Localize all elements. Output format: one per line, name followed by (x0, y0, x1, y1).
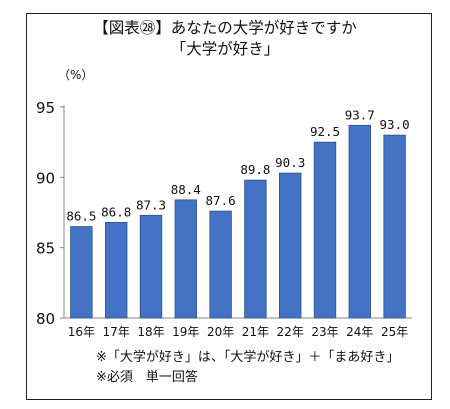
x-tick-label: 25年 (381, 325, 408, 339)
bar-value-label: 86.8 (101, 204, 131, 219)
x-tick-label: 16年 (68, 325, 95, 339)
bar-value-label: 87.6 (206, 193, 236, 208)
bar (383, 134, 406, 319)
bar (209, 210, 232, 319)
bar-value-label: 86.5 (66, 209, 96, 224)
bar (174, 199, 197, 319)
bar (244, 179, 267, 319)
chart-title: 【図表㉘】あなたの大学が好きですか (93, 19, 357, 37)
x-tick-label: 24年 (346, 325, 373, 339)
bar (279, 172, 302, 319)
chart-subtitle: 「大学が好き」 (170, 40, 280, 58)
note-line-1: ※「大学が好き」は、「大学が好き」＋「まあ好き」 (96, 350, 400, 365)
note-line-2: ※必須 単一回答 (96, 370, 198, 385)
x-tick-label: 18年 (137, 325, 164, 339)
x-tick-label: 20年 (207, 325, 234, 339)
y-tick-label: 85 (36, 240, 55, 258)
y-tick-label: 95 (36, 99, 55, 117)
bar (70, 226, 93, 319)
bar-value-label: 92.5 (310, 124, 340, 139)
x-tick-label: 23年 (311, 325, 338, 339)
bar (348, 124, 371, 319)
bar-value-label: 90.3 (275, 155, 305, 170)
bar-value-label: 93.7 (345, 107, 375, 122)
bar-value-label: 93.0 (380, 117, 410, 132)
y-tick-label: 80 (36, 310, 55, 328)
y-unit-label: （%） (58, 68, 94, 82)
bar-value-label: 89.8 (240, 162, 270, 177)
bar (105, 221, 128, 319)
x-tick-label: 17年 (103, 325, 130, 339)
chart-bars (70, 124, 406, 319)
x-tick-label: 19年 (172, 325, 199, 339)
x-tick-label: 21年 (242, 325, 269, 339)
bar-value-label: 88.4 (171, 182, 201, 197)
x-tick-label: 22年 (277, 325, 304, 339)
y-tick-label: 90 (36, 169, 55, 187)
bar (139, 214, 163, 319)
bar (313, 141, 337, 319)
bar-value-label: 87.3 (136, 197, 166, 212)
chart-labels: 86.5 16年 86.8 17年 87.3 18年 88.4 19年 87.6 20年 89.8 2… (66, 107, 409, 339)
